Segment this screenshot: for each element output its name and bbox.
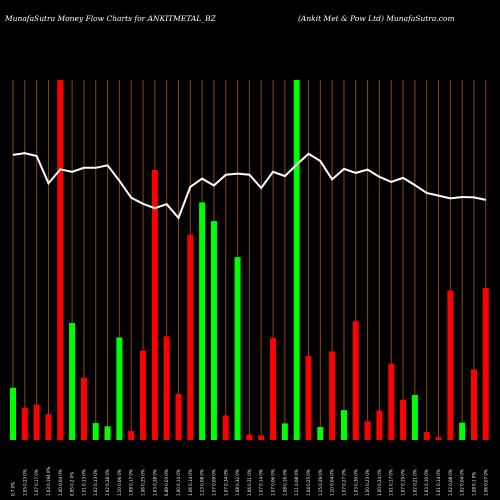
bar: [470, 369, 477, 440]
tick-label: 1.06 0.14 0%: [188, 469, 193, 496]
bar: [57, 80, 64, 440]
bar: [317, 427, 324, 440]
bar: [400, 399, 407, 440]
tick-label: 1.05 0.23 0%: [22, 469, 27, 496]
tick-label: 1.10 0.06 0%: [117, 469, 122, 496]
tick-label: 1.02 0.13 0%: [93, 469, 98, 496]
bar: [69, 323, 76, 440]
bar: [376, 410, 383, 440]
bar: [340, 410, 347, 440]
tick-label: 1.07 0.19 0%: [401, 469, 406, 496]
tick-label: 1.01 0.13 0%: [81, 469, 86, 496]
bar: [10, 387, 16, 440]
tick-label: 0.89 0.03 0%: [164, 469, 169, 496]
bar: [270, 338, 277, 440]
bar-series: [10, 80, 489, 440]
tick-label: 1.06 0.25 0%: [141, 469, 146, 496]
tick-label: 1.07 0.34 0%: [223, 469, 228, 496]
tick-label: 1.15 0.29 0%: [318, 469, 323, 496]
tick-label: 1.00 0.04 0%: [58, 469, 63, 496]
bar: [175, 393, 182, 440]
bar: [199, 202, 206, 440]
tick-label: 1.07 0.27 0%: [341, 469, 346, 496]
bar: [281, 423, 288, 440]
bar: [210, 221, 217, 440]
tick-label: 1.07 0.14 0%: [259, 469, 264, 496]
bar: [234, 257, 241, 440]
bar: [163, 336, 170, 440]
tick-label: 1.08 0.17 0%: [129, 469, 134, 496]
tick-label: 1.00 0.24 0%: [377, 469, 382, 496]
bar: [187, 234, 194, 440]
tick-label: 1.13 0.08 0%: [200, 469, 205, 496]
tick-label: 1.03 0.28 0%: [152, 469, 157, 496]
tick-label: 1.03 0.30 0%: [353, 469, 358, 496]
bar: [80, 377, 87, 440]
bar: [104, 426, 111, 440]
bar: [45, 414, 52, 440]
bar: [116, 337, 123, 440]
bar: [388, 363, 395, 440]
tick-label: 1.08 0.16 0%: [282, 469, 287, 496]
bar: [329, 351, 336, 440]
tick-label: 1.10 0.04 0%: [330, 469, 335, 496]
tick-label: 1.07 0.17 0%: [34, 469, 39, 496]
tick-label: 1.07 0.09 0%: [211, 469, 216, 496]
bar: [140, 350, 147, 440]
tick-label: 1.06 0.31 0%: [247, 469, 252, 496]
money-flow-line: [12, 152, 487, 220]
bar: [293, 80, 300, 440]
tick-label: 1.04 0.25 0%: [306, 469, 311, 496]
bar: [128, 431, 135, 440]
tick-label: 1.03 0.10 0%: [424, 469, 429, 496]
tick-label: 1.01 0.17 0%: [389, 469, 394, 496]
bar: [33, 404, 40, 440]
tick-label: 1.02 0.28 0%: [105, 469, 110, 496]
tick-label: 1.07 0.06 0%: [271, 469, 276, 496]
tick-label: 1.02 0.04 0%: [460, 469, 465, 496]
bar: [411, 395, 418, 440]
bar: [222, 415, 229, 440]
bar: [258, 435, 265, 440]
bar: [447, 290, 454, 440]
bar: [435, 437, 442, 440]
bar: [364, 421, 371, 440]
bar: [21, 407, 28, 440]
tick-label: 1.00 0.14 0%: [176, 469, 181, 496]
bar: [246, 434, 253, 440]
tick-label: 1.00 0.23 0%: [365, 469, 370, 496]
bar: [482, 288, 489, 440]
bar: [352, 321, 359, 440]
bar: [423, 432, 430, 440]
tick-label: 1.01 0.14 0%: [436, 469, 441, 496]
tick-label: 1.03 0.194 0%: [46, 467, 51, 496]
line-series: [12, 152, 487, 220]
tick-label: 1.02 0.21 0%: [412, 469, 417, 496]
bar: [305, 356, 312, 440]
tick-label: 0.7 0%: [11, 482, 16, 496]
tick-label: 1.11 0.08 0%: [294, 469, 299, 496]
bar: [151, 170, 158, 440]
bar: [459, 422, 466, 440]
tick-label: 1.08 0.32 0%: [235, 469, 240, 496]
x-tick-labels: 0.7 0% 1.05 0.23 0% 1.07 0.17 0% 1.03 0.194…: [11, 467, 489, 496]
tick-label: 0.95 0.2 0%: [70, 472, 75, 496]
tick-label: 1.02 0.08 0%: [448, 469, 453, 496]
chart-title: MunafaSutra Money Flow Charts for ANKITM…: [4, 14, 217, 23]
tick-label: 1.06 0.07 0%: [483, 469, 488, 496]
chart-subtitle: (Ankit Met & Pow Ltd) MunafaSutra.com: [298, 14, 455, 23]
bar: [92, 423, 99, 440]
tick-label: 1.08 0.1 0%: [471, 472, 476, 496]
